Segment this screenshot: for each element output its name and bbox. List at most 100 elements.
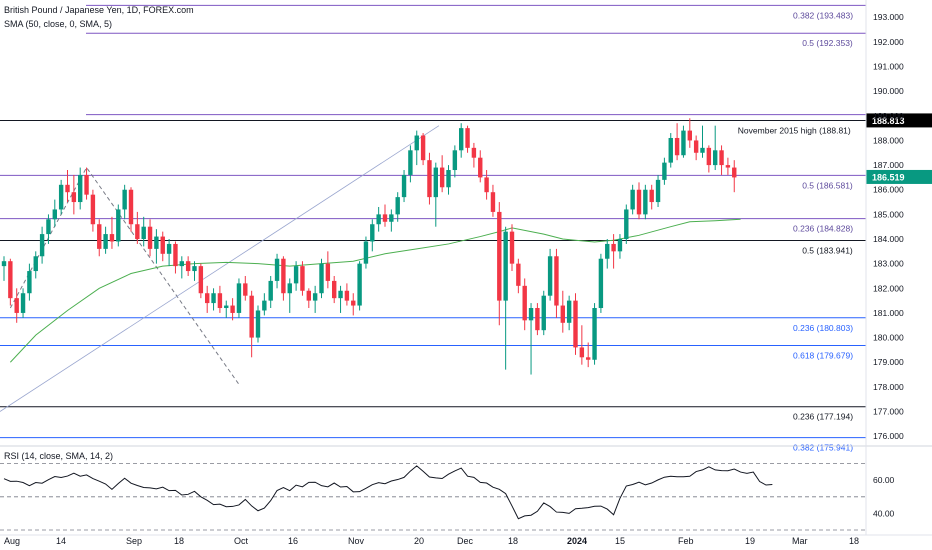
candle-body [293, 266, 299, 284]
time-label: 20 [414, 536, 424, 546]
candle-body [617, 239, 623, 252]
price-tick-label: 184.000 [873, 234, 904, 244]
candle-body [687, 130, 692, 141]
price-tick-label: 181.000 [873, 308, 904, 318]
price-tick-label: 186.000 [873, 185, 904, 195]
candle-body [592, 308, 597, 360]
candle-body [344, 290, 350, 301]
level-label: 0.5 (186.581) [802, 180, 853, 190]
rsi-line [3, 465, 773, 520]
rsi-legend: RSI (14, close, SMA, 14, 2) [4, 451, 114, 461]
candle-body [122, 189, 127, 210]
candle-body [560, 305, 565, 323]
candle-body [325, 263, 331, 281]
candle-body [414, 135, 419, 151]
candle-body [547, 256, 553, 296]
time-label: Oct [234, 536, 249, 546]
candle-body [217, 293, 223, 309]
candle-body [395, 197, 400, 215]
candle-body [224, 305, 229, 309]
candle-body [116, 209, 121, 242]
fib-trend-line [9, 166, 240, 385]
candle-body [205, 293, 210, 304]
candle-body [389, 214, 394, 222]
rsi-tick-label: 40.00 [873, 508, 895, 518]
rsi-tick-label: 60.00 [873, 475, 895, 485]
time-label: Aug [4, 536, 20, 546]
time-label: 19 [745, 536, 755, 546]
price-tick-label: 179.000 [873, 357, 904, 367]
candle-body [27, 271, 32, 294]
candle-body [655, 179, 661, 203]
high-price-marker [866, 113, 932, 128]
level-label: 0.618 (179.679) [793, 350, 853, 360]
price-tick-label: 180.000 [873, 333, 904, 343]
candle-body [725, 165, 731, 168]
time-label: Sep [126, 536, 142, 546]
candle-body [300, 266, 305, 291]
candle-body [681, 130, 686, 156]
candle-body [332, 280, 337, 299]
candle-body [166, 243, 172, 254]
candle-body [700, 147, 705, 153]
last-price-marker [866, 169, 932, 184]
price-tick-label: 193.000 [873, 12, 904, 22]
candle-body [338, 290, 343, 299]
candle-body [579, 347, 585, 358]
candle-body [433, 167, 438, 198]
candle-body [243, 283, 248, 296]
candle-body [649, 189, 654, 203]
candle-body [52, 209, 57, 220]
candle-body [636, 189, 642, 215]
level-label: 0.236 (184.828) [793, 224, 853, 234]
candle-body [706, 147, 712, 166]
sma-legend: SMA (50, close, 0, SMA, 5) [4, 19, 113, 29]
candle-body [249, 295, 254, 338]
candle-body [503, 231, 508, 301]
candle-body [535, 308, 540, 331]
price-tick-label: 189.000 [873, 111, 904, 121]
candle-body [20, 293, 26, 313]
candle-body [630, 189, 635, 210]
candle-body [135, 224, 140, 240]
candle-body [382, 214, 388, 222]
candle-body [71, 192, 77, 203]
time-label: 14 [56, 536, 66, 546]
candle-body [643, 189, 648, 215]
candle-body [262, 300, 267, 311]
price-tick-label: 187.000 [873, 160, 904, 170]
price-tick-label: 185.000 [873, 209, 904, 219]
candle-body [128, 189, 134, 225]
candle-body [141, 226, 146, 240]
price-tick-label: 183.000 [873, 259, 904, 269]
price-tick-label: 190.000 [873, 86, 904, 96]
time-label: 18 [508, 536, 518, 546]
candle-body [357, 263, 362, 306]
candle-body [192, 266, 197, 272]
level-label: 0.5 (183.941) [802, 245, 853, 255]
candle-body [90, 194, 96, 225]
candle-body [1, 261, 7, 267]
time-label: Dec [457, 536, 474, 546]
candle-body [230, 305, 235, 313]
candle-body [459, 128, 464, 151]
candle-body [611, 243, 616, 252]
candle-body [173, 243, 178, 267]
candle-body [408, 150, 413, 175]
candle-body [160, 236, 165, 254]
level-label: 0.236 (177.194) [793, 412, 853, 422]
time-label: 18 [849, 536, 859, 546]
candle-body [516, 263, 521, 286]
candle-body [439, 167, 445, 188]
candle-body [624, 209, 629, 240]
candle-body [236, 283, 242, 313]
candle-body [211, 293, 216, 304]
candle-body [255, 310, 261, 338]
candle-body [490, 192, 496, 212]
level-label: 0.382 (175.941) [793, 443, 853, 453]
price-tick-label: 188.000 [873, 135, 904, 145]
time-label: Mar [792, 536, 808, 546]
price-tick-label: 176.000 [873, 431, 904, 441]
candle-body [274, 258, 280, 281]
